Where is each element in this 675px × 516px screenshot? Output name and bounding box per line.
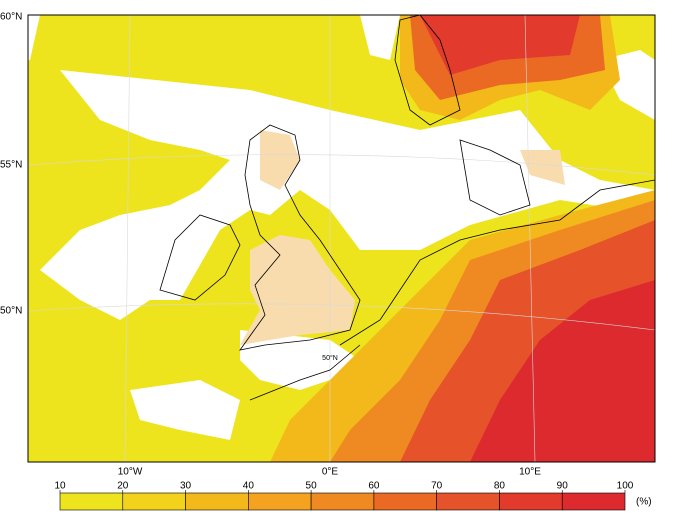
lat-label: 60°N [0,12,22,23]
colorbar-segment [122,492,186,511]
colorbar-tick-label: 30 [180,481,192,492]
colorbar-tick-label: 60 [368,481,380,492]
colorbar-segment [499,492,563,511]
colorbar-unit: (%) [636,497,652,508]
lat-label: 50°N [0,306,22,317]
map-field [28,15,655,462]
colorbar-segment [561,492,626,511]
colorbar-tick-label: 90 [557,481,569,492]
colorbar-segment [185,492,249,511]
colorbar-segment [373,492,437,511]
coastlines [159,14,656,401]
colorbar-tick-label: 70 [431,481,443,492]
colorbar-tick-label: 80 [494,481,506,492]
lon-label: 10°W [118,467,143,478]
lat-label: 55°N [0,160,22,171]
graticule [27,14,656,463]
colorbar-segment [310,492,375,511]
colorbar-tick-label: 20 [117,481,129,492]
colorbar-segment [436,492,500,511]
map-frame [27,14,656,463]
colorbar-segment [59,492,124,511]
colorbar-tick-label: 100 [617,481,634,492]
lon-label: 0°E [322,467,339,478]
colorbar: 10 20 30 40 50 60 70 80 90 100(%) [54,481,652,511]
lon-label: 10°E [519,467,541,478]
colorbar-tick-label: 10 [54,481,66,492]
colorbar-tick-label: 50 [306,481,318,492]
colorbar-tick-label: 40 [243,481,255,492]
graticule-label: 50°N [322,354,338,362]
colorbar-segment [248,492,312,511]
